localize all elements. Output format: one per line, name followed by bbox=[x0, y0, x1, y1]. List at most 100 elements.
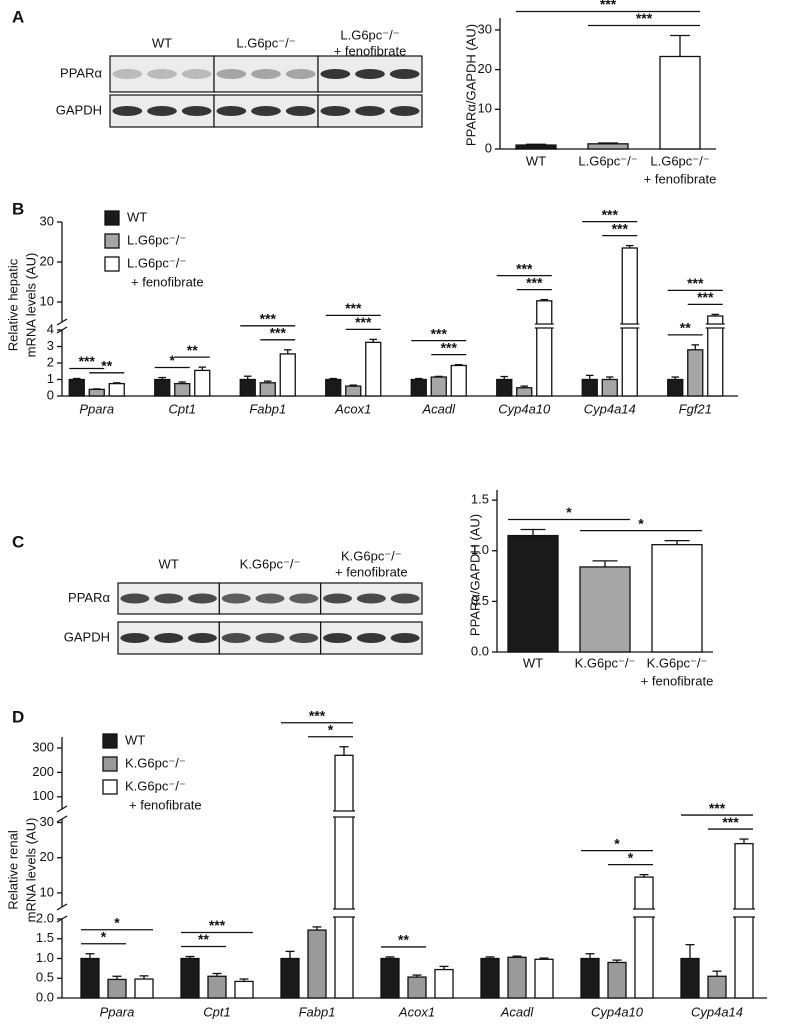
bar-break bbox=[620, 324, 640, 328]
bar bbox=[634, 876, 654, 999]
bar bbox=[450, 364, 467, 397]
bar-break bbox=[534, 324, 554, 328]
significance-label: *** bbox=[270, 325, 287, 341]
blot-group-label: + fenofibrate bbox=[335, 564, 408, 579]
blot-band bbox=[323, 593, 353, 604]
y-tick-label: 0 bbox=[47, 387, 54, 402]
x-tick-label: Fabp1 bbox=[249, 401, 286, 416]
bar-break bbox=[333, 909, 355, 917]
y-tick-label: 10 bbox=[40, 884, 54, 899]
blot-group-label: + fenofibrate bbox=[334, 43, 407, 58]
bar bbox=[134, 978, 154, 999]
significance-label: * bbox=[328, 721, 334, 737]
bar bbox=[667, 378, 684, 397]
blot-band bbox=[356, 633, 386, 643]
legend-swatch bbox=[102, 733, 118, 749]
x-tick-label: Acadl bbox=[421, 401, 456, 416]
significance-label: *** bbox=[441, 339, 458, 355]
x-tick-label: Cyp4a10 bbox=[591, 1004, 644, 1019]
x-tick-label: + fenofibrate bbox=[641, 673, 714, 688]
y-tick-label: 1.5 bbox=[471, 492, 489, 507]
blot-band bbox=[323, 633, 353, 643]
bar bbox=[680, 957, 700, 999]
legend-label: L.G6pc⁻/⁻ bbox=[127, 255, 186, 270]
blot-band bbox=[389, 106, 420, 116]
axis-break bbox=[56, 318, 68, 326]
blot-band bbox=[187, 633, 217, 643]
blot-group-label: K.G6pc⁻/⁻ bbox=[341, 548, 402, 563]
panel-letter: D bbox=[12, 707, 24, 726]
significance-label: *** bbox=[636, 10, 653, 26]
blot-band bbox=[216, 106, 247, 116]
blot-band bbox=[221, 633, 251, 643]
significance-label: *** bbox=[526, 274, 543, 290]
x-tick-label: K.G6pc⁻/⁻ bbox=[575, 655, 636, 670]
bar bbox=[279, 353, 296, 397]
y-tick-label: 0.5 bbox=[36, 970, 54, 985]
bar bbox=[507, 956, 527, 999]
blot-band bbox=[112, 106, 143, 116]
bar bbox=[325, 378, 342, 397]
x-tick-label: L.G6pc⁻/⁻ bbox=[650, 153, 709, 168]
x-tick-label: Ppara bbox=[100, 1004, 135, 1019]
bar bbox=[434, 968, 454, 999]
x-tick-label: Acox1 bbox=[334, 401, 371, 416]
bar-break bbox=[705, 324, 725, 328]
significance-label: * bbox=[101, 928, 107, 944]
bar bbox=[580, 957, 600, 999]
blot-band bbox=[251, 106, 281, 116]
significance-label: * bbox=[614, 835, 620, 851]
bar bbox=[534, 958, 554, 999]
y-tick-label: 30 bbox=[40, 213, 54, 228]
y-tick-label: 30 bbox=[40, 814, 54, 829]
bar bbox=[410, 378, 427, 397]
blot-group-label: L.G6pc⁻/⁻ bbox=[340, 27, 399, 42]
y-tick-label: 300 bbox=[32, 739, 54, 754]
bar bbox=[154, 378, 171, 397]
x-tick-label: Ppara bbox=[79, 401, 114, 416]
legend-label: + fenofibrate bbox=[129, 797, 202, 812]
significance-label: *** bbox=[209, 917, 226, 933]
blot-band bbox=[389, 69, 420, 79]
blot-group-label: L.G6pc⁻/⁻ bbox=[236, 35, 295, 50]
bar bbox=[108, 382, 125, 397]
significance-label: *** bbox=[355, 314, 372, 330]
x-tick-label: + fenofibrate bbox=[644, 171, 717, 186]
blot-group-label: WT bbox=[159, 556, 179, 571]
legend-label: + fenofibrate bbox=[131, 274, 204, 289]
y-tick-label: 3 bbox=[47, 338, 54, 353]
blot-band bbox=[320, 106, 351, 116]
blot-band bbox=[112, 69, 143, 79]
bar bbox=[80, 957, 100, 999]
blot-band bbox=[181, 106, 212, 116]
bar bbox=[345, 385, 362, 397]
blot-band bbox=[320, 69, 351, 79]
bar bbox=[601, 378, 618, 397]
blot-band bbox=[221, 593, 251, 604]
bar bbox=[88, 388, 105, 397]
bar bbox=[507, 534, 559, 653]
y-tick-label: 0.0 bbox=[36, 989, 54, 1004]
x-tick-label: Fabp1 bbox=[299, 1004, 336, 1019]
bar-break bbox=[733, 909, 755, 917]
y-tick-label: 100 bbox=[32, 788, 54, 803]
blot-band bbox=[255, 633, 285, 643]
y-tick-label: 1 bbox=[47, 371, 54, 386]
y-axis-label: mRNA levels (AU) bbox=[23, 253, 38, 358]
bar bbox=[516, 387, 533, 397]
significance-label: *** bbox=[612, 220, 629, 236]
bar bbox=[430, 376, 447, 397]
bar bbox=[107, 978, 127, 999]
bar bbox=[480, 957, 500, 999]
x-tick-label: Acadl bbox=[500, 1004, 535, 1019]
legend-label: WT bbox=[127, 209, 147, 224]
blot-row-label: GAPDH bbox=[64, 629, 110, 644]
blot-group-label: WT bbox=[152, 35, 172, 50]
bar bbox=[579, 566, 631, 653]
blot-frame bbox=[213, 55, 319, 93]
y-tick-label: 30 bbox=[478, 21, 492, 36]
x-tick-label: WT bbox=[526, 153, 546, 168]
bar bbox=[607, 961, 627, 999]
y-axis-label: Relative hepatic bbox=[5, 258, 20, 351]
